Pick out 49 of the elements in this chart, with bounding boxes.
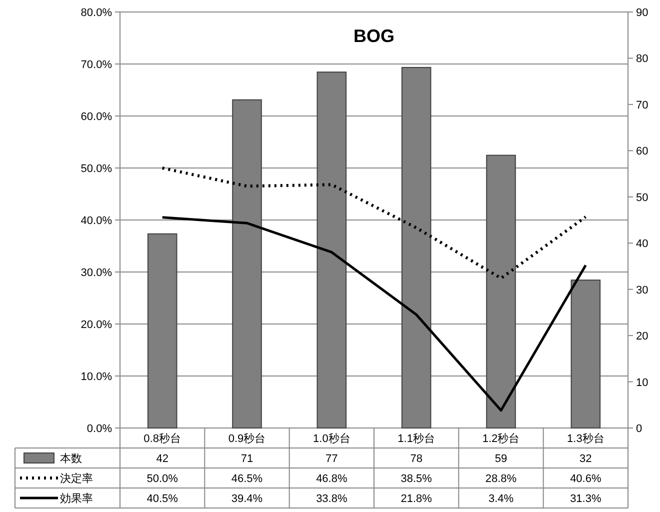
y-tick-label: 30.0% <box>80 267 112 279</box>
data-label: 33.8% <box>316 493 348 505</box>
y2-tick-label: 70 <box>636 99 648 112</box>
legend-label: 決定率 <box>60 472 93 485</box>
data-label: 42 <box>156 453 168 465</box>
y2-tick-label: 40 <box>636 238 648 250</box>
y2-tick-label: 80 <box>636 53 648 66</box>
data-label: 38.5% <box>400 473 432 485</box>
text: BOG <box>353 26 395 46</box>
x-tick-label: 1.0秒台 <box>313 432 350 445</box>
y2-tick-label: 90 <box>636 7 648 19</box>
y2-tick-label: 0 <box>636 423 642 435</box>
y-tick-label: 20.0% <box>80 319 112 331</box>
y-tick-label: 80.0% <box>80 7 112 19</box>
y2-tick-label: 10 <box>636 376 648 389</box>
data-label: 59 <box>494 453 508 465</box>
data-label: 46.8% <box>316 473 348 485</box>
y2-tick-label: 20 <box>636 330 648 343</box>
y2-tick-label: 60 <box>636 146 648 158</box>
y-tick-label: 50.0% <box>80 163 112 175</box>
data-label: 40.6% <box>570 473 602 485</box>
line-series <box>161 216 587 412</box>
data-label: 39.4% <box>231 493 263 505</box>
y2-tick-label: 50 <box>636 192 648 204</box>
y-tick-label: 40.0% <box>80 215 112 227</box>
data-label: 31.3% <box>570 493 602 505</box>
data-label: 50.0% <box>146 473 178 485</box>
x-tick-label: 1.2秒台 <box>482 432 520 445</box>
data-label: 32 <box>580 453 592 465</box>
data-label: 21.8% <box>400 493 432 505</box>
x-tick-label: 0.8秒台 <box>144 432 181 445</box>
data-label: 78 <box>410 453 422 465</box>
legend-label: 本数 <box>60 452 82 465</box>
y-tick-label: 10.0% <box>80 371 112 383</box>
line-series <box>160 166 588 280</box>
x-tick-label: 1.1秒台 <box>398 432 435 445</box>
data-label: 40.5% <box>146 493 178 505</box>
y-tick-label: 0.0% <box>86 423 112 435</box>
data-label: 3.4% <box>488 493 514 505</box>
data-label: 28.8% <box>485 473 517 485</box>
data-label: 71 <box>240 453 254 465</box>
y-tick-label: 60.0% <box>80 111 112 123</box>
x-tick-label: 0.9秒台 <box>228 432 266 445</box>
x-tick-label: 1.3秒台 <box>567 432 604 445</box>
y-tick-label: 70.0% <box>80 59 112 71</box>
legend-label: 効果率 <box>60 492 93 505</box>
data-label: 46.5% <box>231 473 263 485</box>
y2-tick-label: 30 <box>636 284 648 296</box>
data-label: 77 <box>326 453 338 465</box>
